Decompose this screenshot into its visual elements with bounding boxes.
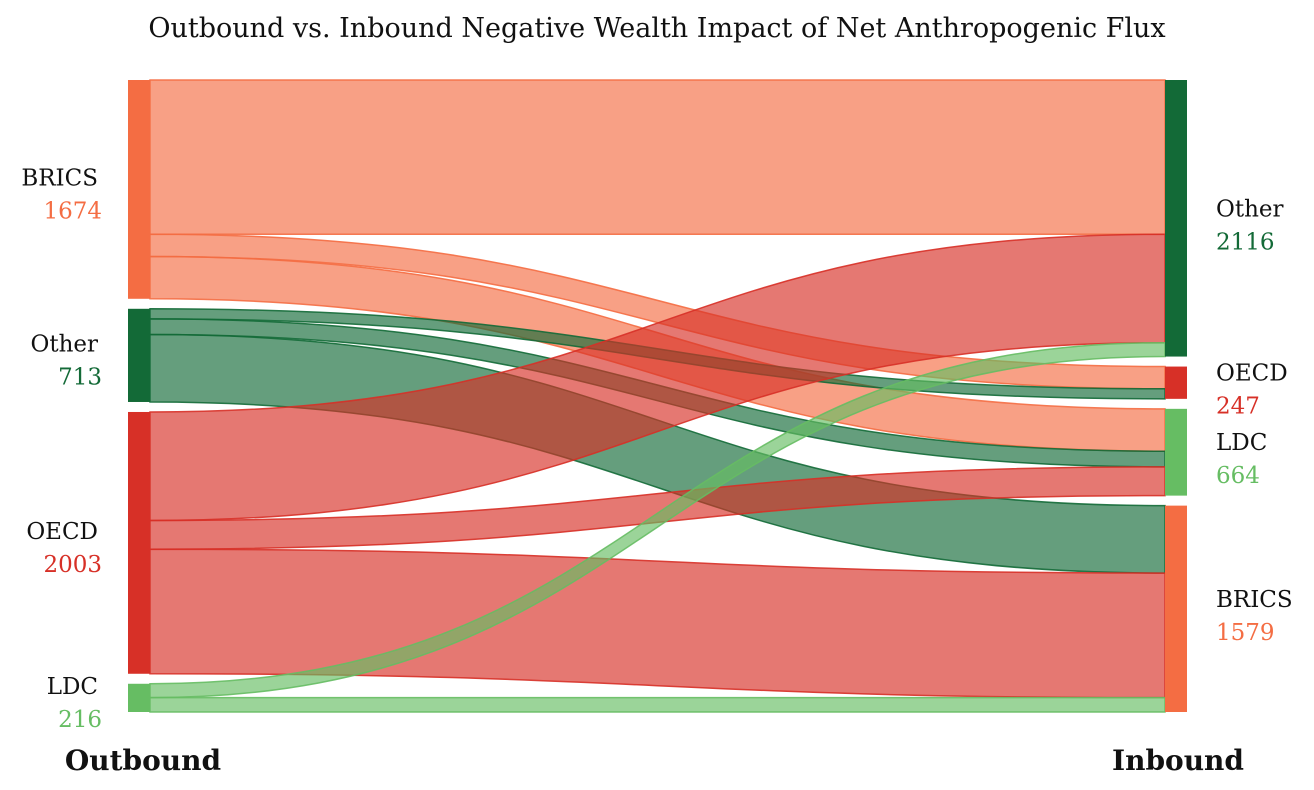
target-label-brics: BRICS [1216,587,1293,613]
source-value-brics: 1674 [43,198,102,224]
target-node-oecd [1165,366,1187,399]
target-value-other: 2116 [1216,229,1275,255]
source-label-other: Other [30,331,98,357]
source-value-other: 713 [58,364,102,390]
target-node-brics [1165,505,1187,712]
chart-title: Outbound vs. Inbound Negative Wealth Imp… [148,13,1165,44]
target-value-brics: 1579 [1216,620,1275,646]
source-node-oecd [128,411,150,674]
label-layer: BRICS 1674 Other 713 OECD 2003 LDC 216 Other 2116… [21,165,1292,732]
target-node-ldc [1165,408,1187,496]
flow-brics-to-other [149,79,1166,235]
inbound-label: Inbound [1112,744,1244,777]
target-label-other: Other [1216,196,1284,222]
source-label-brics: BRICS [21,165,98,191]
source-value-ldc: 216 [58,707,102,733]
target-node-other [1165,80,1187,357]
outbound-label: Outbound [65,744,221,777]
target-value-ldc: 664 [1216,463,1260,489]
source-node-brics [128,80,150,299]
source-node-ldc [128,683,150,712]
target-value-oecd: 247 [1216,394,1260,420]
source-label-ldc: LDC [47,674,98,700]
target-label-ldc: LDC [1216,430,1267,456]
target-label-oecd: OECD [1216,361,1288,387]
node-layer [128,80,1187,712]
flow-ldc-to-brics [149,696,1166,713]
source-value-oecd: 2003 [43,552,102,578]
flow-layer [149,79,1166,713]
source-node-other [128,308,150,402]
source-label-oecd: OECD [26,519,98,545]
